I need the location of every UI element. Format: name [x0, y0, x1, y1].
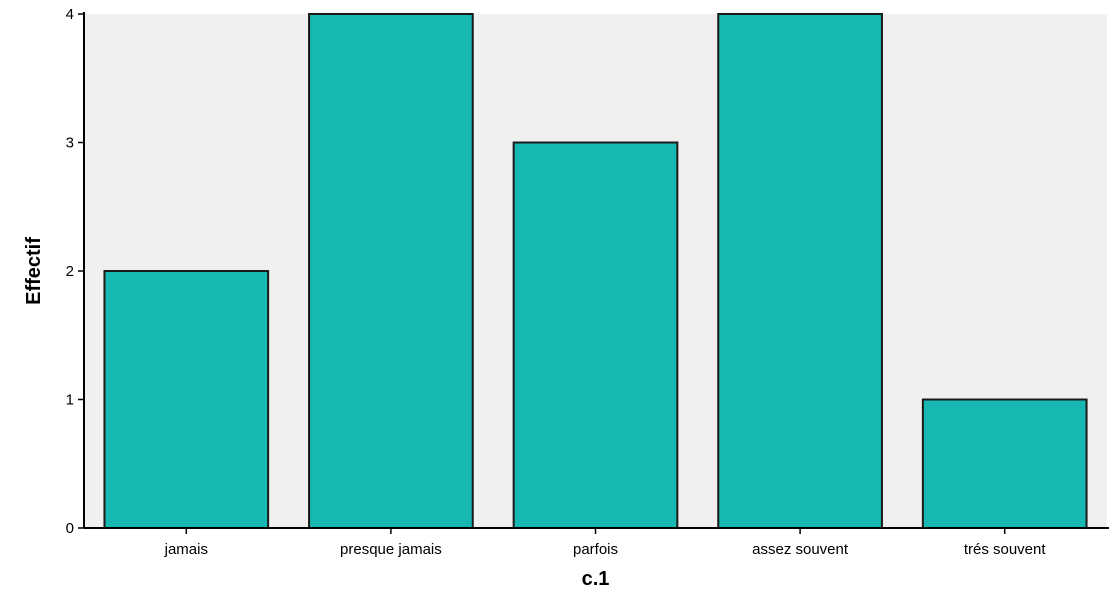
x-tick-label-3: assez souvent	[752, 541, 849, 558]
bar-4	[921, 398, 1088, 529]
y-tick-label-1: 1	[66, 392, 74, 409]
bar-2	[512, 141, 679, 529]
x-tick-labels: jamais presque jamais parfois assez souvent…	[164, 541, 1047, 558]
bar-1	[308, 13, 474, 529]
x-tick-label-4: trés souvent	[964, 541, 1047, 558]
x-axis-title: c.1	[582, 568, 610, 590]
y-tick-label-3: 3	[66, 135, 74, 152]
bar-0	[103, 270, 270, 529]
axes-group	[78, 12, 1109, 534]
x-tick-label-1: presque jamais	[340, 541, 442, 558]
x-tick-label-0: jamais	[164, 541, 208, 558]
y-tick-labels: 0 1 2 3 4	[66, 6, 74, 537]
y-axis-title: Effectif	[23, 237, 45, 305]
bar-3	[717, 13, 883, 529]
y-tick-label-4: 4	[66, 6, 74, 23]
bars-group	[103, 13, 1088, 529]
x-tick-label-2: parfois	[573, 541, 618, 558]
y-tick-label-2: 2	[66, 263, 74, 280]
y-tick-label-0: 0	[66, 520, 74, 537]
